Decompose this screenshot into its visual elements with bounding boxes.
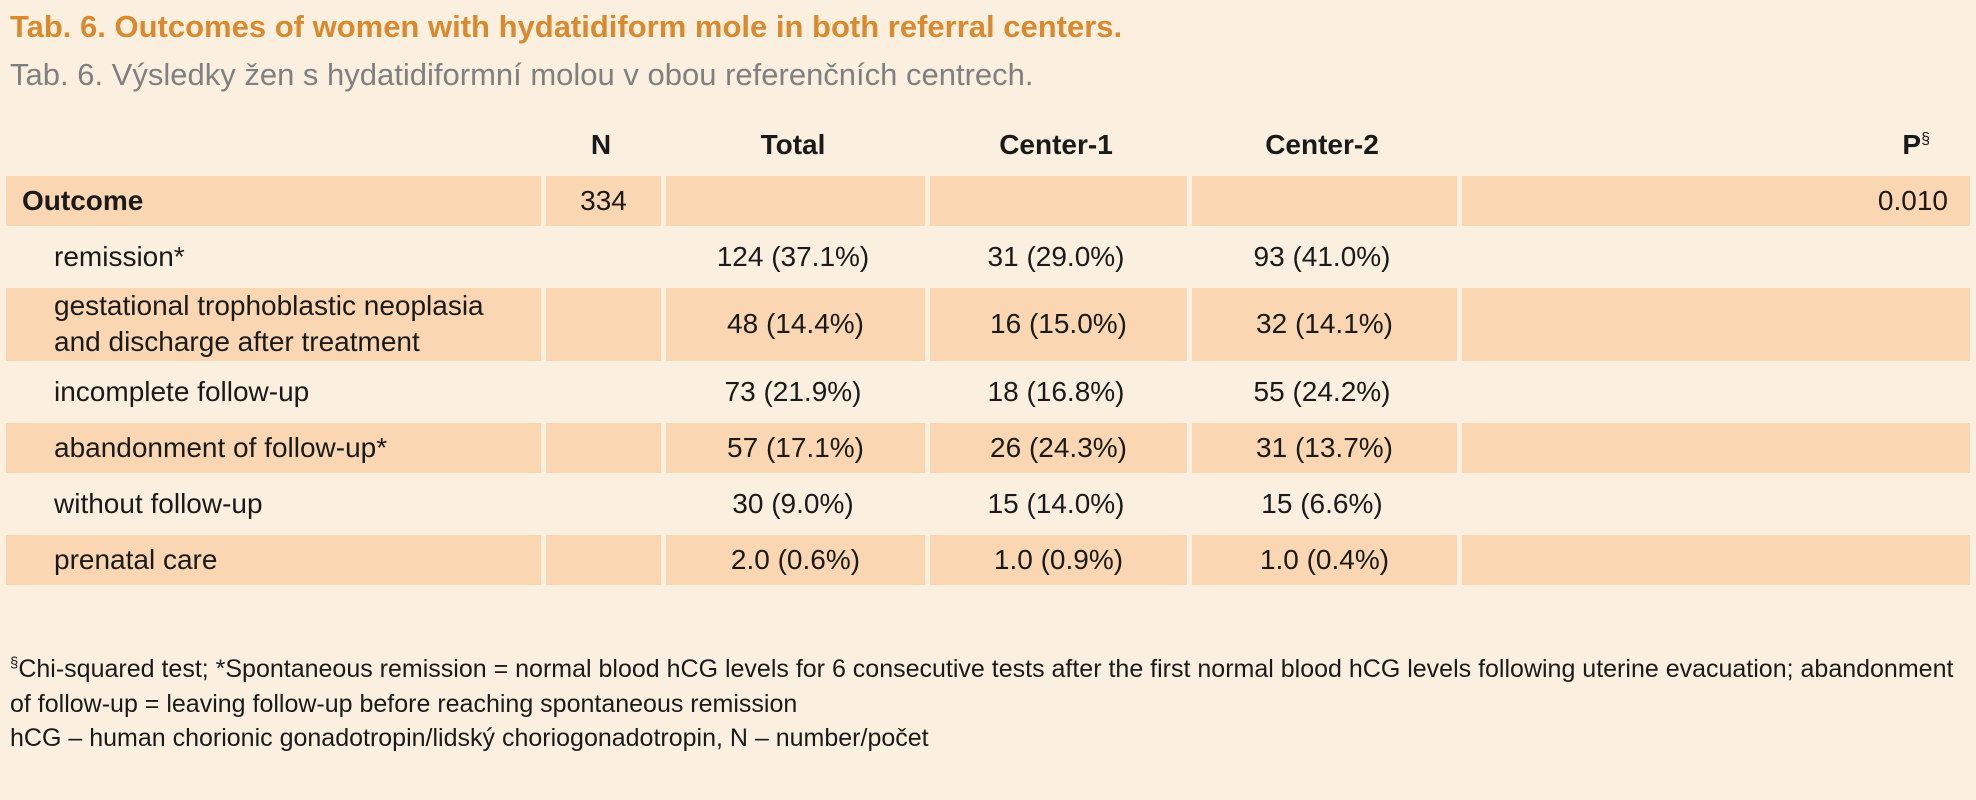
row-total: 73 (21.9%) xyxy=(724,375,862,407)
outcomes-table: N Total Center-1 Center-2 P§ Outcome 334… xyxy=(6,114,1970,591)
row-p xyxy=(1457,367,1970,417)
table-header-row: N Total Center-1 Center-2 P§ xyxy=(6,120,1970,170)
row-center-1: 18 (16.8%) xyxy=(987,375,1125,407)
row-p xyxy=(1457,288,1970,361)
footnote-mark: § xyxy=(10,654,19,672)
row-label: without follow-up xyxy=(54,487,263,519)
table-title: Tab. 6. Outcomes of women with hydatidif… xyxy=(10,9,1123,44)
header-p-footnote-mark: § xyxy=(1921,130,1930,148)
table-row: incomplete follow-up 73 (21.9%) 18 (16.8… xyxy=(6,367,1970,417)
table-row-outcome: Outcome 334 0.010 xyxy=(6,176,1970,226)
outcome-center-2 xyxy=(1187,176,1457,226)
table-row: gestational trophoblastic neoplasia and … xyxy=(6,288,1970,361)
outcome-label: Outcome xyxy=(6,176,541,226)
row-center-2: 15 (6.6%) xyxy=(1261,487,1383,519)
table-row: prenatal care 2.0 (0.6%) 1.0 (0.9%) 1.0 … xyxy=(6,534,1970,585)
row-total: 57 (17.1%) xyxy=(661,422,925,473)
table-row: remission* 124 (37.1%) 31 (29.0%) 93 (41… xyxy=(6,232,1970,282)
row-center-2: 93 (41.0%) xyxy=(1253,241,1391,272)
footnote-statistics-text: Chi-squared test; *Spontaneous remission… xyxy=(10,655,1954,718)
row-n xyxy=(541,367,661,417)
header-center-1: Center-1 xyxy=(999,129,1113,160)
outcome-p-value: 0.010 xyxy=(1457,176,1970,226)
table-row: abandonment of follow-up* 57 (17.1%) 26 … xyxy=(6,422,1970,473)
row-center-2: 55 (24.2%) xyxy=(1253,375,1391,407)
row-center-2: 31 (13.7%) xyxy=(1187,422,1457,473)
row-n xyxy=(541,232,661,282)
row-total: 124 (37.1%) xyxy=(716,241,870,272)
row-total: 30 (9.0%) xyxy=(732,487,854,519)
header-total: Total xyxy=(760,129,826,160)
row-n xyxy=(541,479,661,529)
row-label: gestational trophoblastic neoplasia and … xyxy=(6,288,541,361)
header-center-2: Center-2 xyxy=(1265,129,1379,160)
header-p-label: P xyxy=(1902,129,1922,160)
row-label: abandonment of follow-up* xyxy=(6,422,541,473)
footnote-statistics: §Chi-squared test; *Spontaneous remissio… xyxy=(10,652,1960,721)
row-center-2: 1.0 (0.4%) xyxy=(1187,534,1457,585)
row-center-2: 32 (14.1%) xyxy=(1187,288,1457,361)
footnote-abbreviations: hCG – human chorionic gonadotropin/lidsk… xyxy=(10,724,929,752)
row-p xyxy=(1457,422,1970,473)
header-p: P§ xyxy=(1457,120,1970,170)
row-p xyxy=(1457,479,1970,529)
row-center-1: 1.0 (0.9%) xyxy=(925,534,1187,585)
row-total: 48 (14.4%) xyxy=(661,288,925,361)
row-n xyxy=(541,422,661,473)
row-total: 2.0 (0.6%) xyxy=(661,534,925,585)
table-footnotes: §Chi-squared test; *Spontaneous remissio… xyxy=(10,652,1960,756)
header-label xyxy=(6,120,541,170)
row-center-1: 26 (24.3%) xyxy=(925,422,1187,473)
outcome-center-1 xyxy=(925,176,1187,226)
row-n xyxy=(541,534,661,585)
row-p xyxy=(1457,232,1970,282)
table-row: without follow-up 30 (9.0%) 15 (14.0%) 1… xyxy=(6,479,1970,529)
row-center-1: 31 (29.0%) xyxy=(987,241,1125,272)
row-label: remission* xyxy=(54,241,185,272)
row-center-1: 15 (14.0%) xyxy=(987,487,1125,519)
table-subtitle: Tab. 6. Výsledky žen s hydatidiformní mo… xyxy=(10,57,1034,92)
row-p xyxy=(1457,534,1970,585)
outcome-total xyxy=(661,176,925,226)
row-label: incomplete follow-up xyxy=(54,375,310,407)
outcome-n: 334 xyxy=(541,176,661,226)
header-n: N xyxy=(590,129,612,160)
row-label: prenatal care xyxy=(6,534,541,585)
row-center-1: 16 (15.0%) xyxy=(925,288,1187,361)
row-n xyxy=(541,288,661,361)
